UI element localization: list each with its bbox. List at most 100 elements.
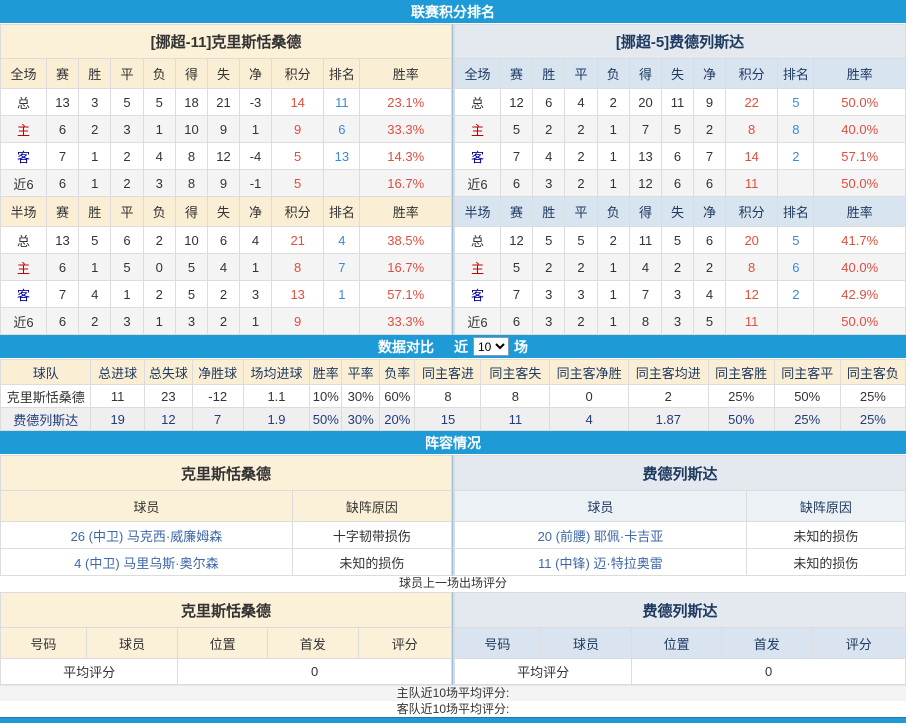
stat-cell: 3 <box>532 307 566 335</box>
compare-value-cell: 0 <box>549 384 629 408</box>
stat-cell: 1 <box>238 307 273 335</box>
stat-cell: 2 <box>564 142 598 170</box>
standings-row: 客 7 4 2 1 13 6 7 14 2 57.1% <box>454 142 906 170</box>
compare-value-cell: 2 <box>627 384 709 408</box>
bottom-section-strip <box>0 717 906 723</box>
winrate-cell: 40.0% <box>813 253 906 281</box>
stat-cell: 6 <box>45 115 80 143</box>
standings-away-half: [挪超-5]费德列斯达 全场赛胜平负得失净积分 排名 胜率总 12 6 4 2 20 11 9 22 5… <box>453 24 906 335</box>
standings-col-header: 胜 <box>532 196 566 227</box>
compare-value-cell: 20% <box>379 407 416 431</box>
points-cell: 13 <box>271 280 325 308</box>
lineup-col-header: 缺阵原因 <box>745 490 906 522</box>
ratings-header-row: 号码 球员 位置 首发 评分 <box>454 627 906 659</box>
standings-col-header: 净 <box>692 196 727 227</box>
lineup-title: 阵容情况 <box>425 434 481 451</box>
row-label: 总 <box>454 226 501 254</box>
player-link[interactable]: 4 (中卫) 马里乌斯·奥尔森 <box>0 548 293 576</box>
compare-value-cell: 15 <box>414 407 482 431</box>
ratings-team-title: 费德列斯达 <box>454 592 906 628</box>
compare-col-header: 同主客净胜 <box>549 359 629 385</box>
compare-col-header: 平率 <box>341 359 381 385</box>
standings-col-header: 赛 <box>45 58 80 89</box>
compare-col-header: 同主客均进 <box>627 359 709 385</box>
stat-cell: 6 <box>660 169 695 197</box>
stat-cell: 8 <box>174 142 208 170</box>
points-cell: 9 <box>271 307 325 335</box>
stat-cell: 10 <box>174 226 208 254</box>
near-label: 近 <box>454 338 468 355</box>
player-link[interactable]: 26 (中卫) 马克西·威廉姆森 <box>0 521 293 549</box>
stat-cell: 2 <box>564 253 598 281</box>
lineup-col-header: 缺阵原因 <box>291 490 453 522</box>
row-label: 主 <box>0 115 47 143</box>
stat-cell: 5 <box>692 307 727 335</box>
stat-cell: 7 <box>45 280 80 308</box>
compare-value-cell: 10% <box>309 384 343 408</box>
row-label: 近6 <box>0 307 47 335</box>
stat-cell: 5 <box>660 115 695 143</box>
points-cell: 20 <box>725 226 779 254</box>
stat-cell: 4 <box>532 142 566 170</box>
stat-cell: 1 <box>78 169 112 197</box>
compare-value-cell: 25% <box>839 407 906 431</box>
player-link[interactable]: 11 (中锋) 迈·特拉奥雷 <box>454 548 747 576</box>
winrate-cell: 42.9% <box>813 280 906 308</box>
stat-cell: 8 <box>628 307 662 335</box>
compare-value-cell: 25% <box>773 407 841 431</box>
stat-cell: 4 <box>564 88 598 116</box>
stat-cell: 5 <box>78 226 112 254</box>
ratings-half: 克里斯恬桑德 号码 球员 位置 首发 评分 平均评分 0 <box>0 592 453 685</box>
stat-cell: 1 <box>596 253 630 281</box>
winrate-cell: 50.0% <box>813 307 906 335</box>
stat-cell: 2 <box>532 253 566 281</box>
standings-col-header: 失 <box>660 58 695 89</box>
rank-cell: 5 <box>777 226 815 254</box>
row-label: 总 <box>0 88 47 116</box>
ratings-table: 克里斯恬桑德 号码 球员 位置 首发 评分 平均评分 0 <box>0 592 453 685</box>
average-rating-label: 平均评分 <box>453 658 633 685</box>
points-cell: 5 <box>271 169 325 197</box>
standings-col-header: 胜 <box>78 196 112 227</box>
compare-value-cell: -12 <box>191 384 244 408</box>
rank-cell: 6 <box>777 253 815 281</box>
stat-cell: 2 <box>564 307 598 335</box>
stat-cell: 21 <box>206 88 241 116</box>
stat-cell: 12 <box>206 142 241 170</box>
ratings-col-header: 球员 <box>85 627 179 659</box>
stat-cell: 3 <box>660 280 695 308</box>
ratings-col-header: 评分 <box>811 627 906 659</box>
row-label: 客 <box>0 280 47 308</box>
lineup-row: 4 (中卫) 马里乌斯·奥尔森 未知的损伤 <box>0 548 453 576</box>
standings-col-header: 胜率 <box>359 58 452 89</box>
ratings-team-band: 费德列斯达 <box>454 592 906 628</box>
ratings-header-row: 号码 球员 位置 首发 评分 <box>0 627 453 659</box>
points-cell: 12 <box>725 280 779 308</box>
compare-col-header: 球队 <box>0 359 92 385</box>
ratings-col-header: 首发 <box>720 627 813 659</box>
winrate-cell: 16.7% <box>359 253 452 281</box>
rank-cell: 7 <box>323 253 361 281</box>
rank-cell: 13 <box>323 142 361 170</box>
stat-cell: 2 <box>78 307 112 335</box>
points-cell: 21 <box>271 226 325 254</box>
winrate-cell: 50.0% <box>813 88 906 116</box>
lineup-team-band: 费德列斯达 <box>454 455 906 491</box>
rank-cell: 8 <box>777 115 815 143</box>
points-cell: 14 <box>271 88 325 116</box>
standings-row: 总 12 5 5 2 11 5 6 20 5 41.7% <box>454 226 906 254</box>
ratings-section: 克里斯恬桑德 号码 球员 位置 首发 评分 平均评分 0 费德列斯达 号码 球员 位置 首发 评分 平均评分… <box>0 592 906 685</box>
stat-cell: 7 <box>499 280 534 308</box>
standings-col-header: 赛 <box>499 58 534 89</box>
stat-cell: 3 <box>532 169 566 197</box>
standings-row: 主 5 2 2 1 4 2 2 8 6 40.0% <box>454 253 906 281</box>
player-link[interactable]: 20 (前腰) 耶佩·卡吉亚 <box>454 521 747 549</box>
compare-col-header: 同主客胜 <box>707 359 775 385</box>
recent-games-select[interactable]: 10 <box>473 337 509 356</box>
league-standings-bar: 联赛积分排名 <box>0 0 906 24</box>
standings-col-header: 排名 <box>777 196 815 227</box>
stat-cell: 2 <box>110 169 144 197</box>
standings-col-header: 积分 <box>725 58 779 89</box>
standings-col-header: 排名 <box>323 58 361 89</box>
stat-cell: 1 <box>596 115 630 143</box>
